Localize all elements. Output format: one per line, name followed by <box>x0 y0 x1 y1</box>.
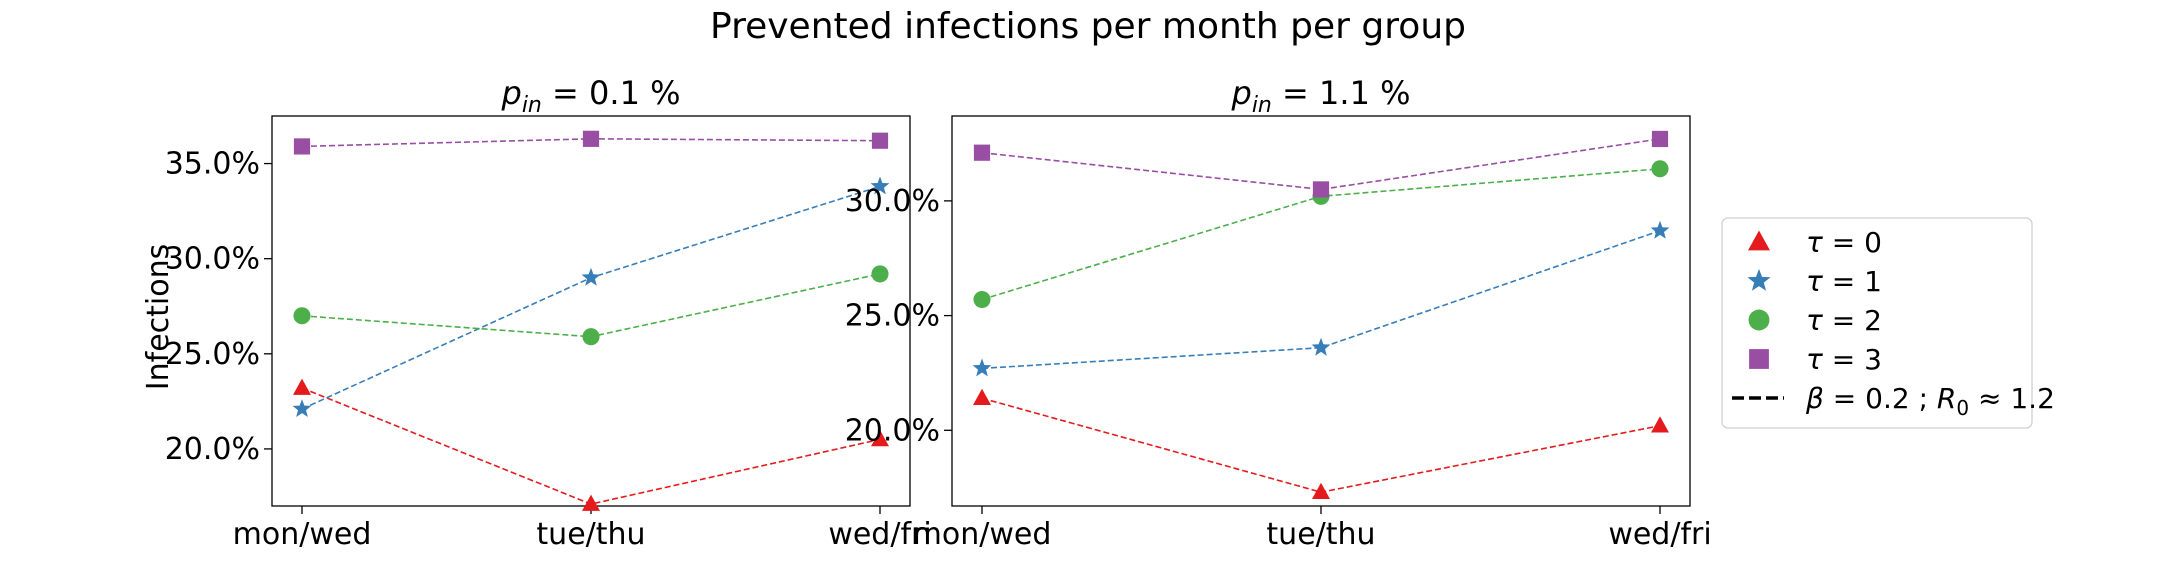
x-tick-label: mon/wed <box>233 517 372 552</box>
plot-frame <box>951 115 1691 507</box>
data-point <box>972 358 992 377</box>
legend-entry: τ = 3 <box>1749 343 1882 376</box>
data-point <box>582 130 600 147</box>
plot-frame <box>271 115 911 507</box>
series-line <box>301 387 881 505</box>
legend-circle-icon <box>1748 309 1770 331</box>
data-point <box>973 388 991 405</box>
y-tick-label: 30.0% <box>845 184 940 219</box>
data-point <box>1651 160 1669 178</box>
x-tick-label: tue/thu <box>1266 517 1375 552</box>
chart-panels: pin = 0.1 %20.0%25.0%30.0%35.0%mon/wed tu… <box>165 74 1712 552</box>
legend-star-icon <box>1747 268 1771 291</box>
series-star <box>972 220 1670 377</box>
legend-entry: τ = 0 <box>1748 226 1882 259</box>
data-point <box>1651 130 1669 148</box>
legend-label: τ = 1 <box>1806 265 1882 298</box>
legend: τ = 0 τ = 1 τ = 2 τ = 3 β = 0.2 ; R0 ≈ 1.2 <box>1721 217 2055 429</box>
x-tick-label: wed/fri <box>1608 517 1711 552</box>
panel-title: pin = 1.1 % <box>1231 74 1411 118</box>
data-point <box>292 399 312 417</box>
legend-label: τ = 2 <box>1806 304 1882 337</box>
data-point <box>973 290 991 309</box>
series-line <box>301 273 881 338</box>
data-point <box>1312 181 1330 198</box>
x-tick-label: tue/thu <box>536 517 645 552</box>
legend-box <box>1721 217 2033 429</box>
y-tick-label: 25.0% <box>845 299 940 334</box>
panel-title-subscript: in <box>1252 93 1272 118</box>
legend-square-icon <box>1749 349 1769 369</box>
series-line <box>301 185 881 410</box>
panel-title-value: = 1.1 % <box>1272 74 1411 112</box>
data-point <box>293 378 311 395</box>
x-tick-label: mon/wed <box>913 517 1052 552</box>
data-point <box>582 328 600 346</box>
legend-label: β = 0.2 ; R0 ≈ 1.2 <box>1805 382 2055 420</box>
x-tick-label: wed/fri <box>828 517 931 552</box>
data-point <box>581 267 601 286</box>
legend-label: τ = 3 <box>1806 343 1882 376</box>
y-axis-label: Infections <box>141 244 176 390</box>
y-tick-label: 25.0% <box>165 337 260 372</box>
y-tick-label: 30.0% <box>165 242 260 277</box>
series-line <box>981 397 1661 494</box>
chart-panel-1: pin = 0.1 % 20.0% 25.0% 30.0% 35.0% mon/wed tu… <box>165 74 932 552</box>
panel-title-symbol: p <box>501 74 522 112</box>
data-point <box>1312 482 1330 500</box>
legend-entry: τ = 1 <box>1747 265 1882 298</box>
series-square <box>973 130 1669 198</box>
data-point <box>293 138 311 155</box>
data-point <box>973 144 991 161</box>
series-triangle <box>973 388 1669 500</box>
legend-label: τ = 0 <box>1806 226 1882 259</box>
series-square <box>293 130 889 155</box>
figure-title: Prevented infections per month per group <box>710 6 1466 47</box>
panel-title-symbol: p <box>1231 74 1252 112</box>
series-circle <box>293 265 889 346</box>
data-point <box>871 429 889 447</box>
y-tick-label: 35.0% <box>165 147 260 182</box>
data-point <box>871 132 889 149</box>
data-point <box>871 265 889 283</box>
data-point <box>870 176 890 195</box>
data-point <box>582 494 600 511</box>
data-point <box>1650 220 1670 239</box>
data-point <box>293 307 311 325</box>
legend-entry: β = 0.2 ; R0 ≈ 1.2 <box>1732 382 2055 420</box>
legend-entry: τ = 2 <box>1748 304 1882 337</box>
panel-title-value: = 0.1 % <box>542 74 681 112</box>
legend-triangle-icon <box>1748 230 1770 251</box>
data-point <box>1311 337 1331 356</box>
series-line <box>981 138 1661 191</box>
data-point <box>1651 416 1669 433</box>
series-line <box>981 229 1661 370</box>
series-star <box>292 176 890 417</box>
panel-title-subscript: in <box>522 93 542 118</box>
series-triangle <box>293 378 889 511</box>
y-tick-label: 20.0% <box>845 413 940 448</box>
panel-title: pin = 0.1 % <box>501 74 681 118</box>
y-tick-label: 20.0% <box>165 432 260 467</box>
chart-panel-2: pin = 1.1 % 20.0% 25.0% 30.0% mon/wed tue/thu… <box>845 74 1712 552</box>
